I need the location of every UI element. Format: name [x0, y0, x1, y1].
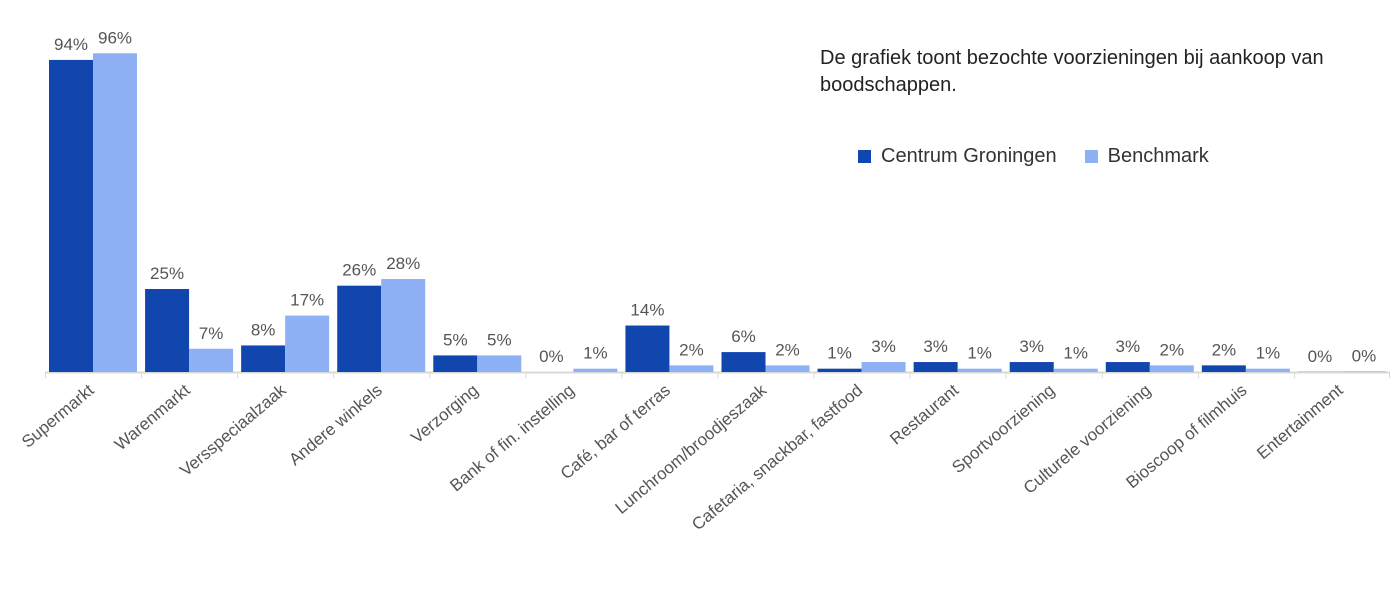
bar-centrum [721, 352, 766, 372]
data-label-benchmark: 3% [871, 337, 896, 356]
bar-benchmark [93, 53, 137, 372]
data-label-centrum: 3% [1115, 337, 1140, 356]
x-tick-label: Warenmarkt [111, 380, 194, 454]
bar-benchmark [861, 362, 906, 372]
data-label-benchmark: 1% [967, 344, 992, 363]
bar-benchmark [381, 279, 426, 372]
data-label-centrum: 25% [150, 264, 184, 283]
data-label-centrum: 26% [342, 261, 376, 280]
data-label-centrum: 94% [54, 35, 88, 54]
bar-benchmark [1245, 368, 1290, 372]
data-label-benchmark: 2% [679, 340, 704, 359]
bar-benchmark [573, 368, 618, 372]
data-label-benchmark: 17% [290, 291, 324, 310]
x-tick-label: Lunchroom/broodjeszaak [612, 380, 771, 518]
bar-benchmark [1053, 368, 1098, 372]
data-label-benchmark: 1% [1063, 344, 1088, 363]
data-label-benchmark: 96% [98, 28, 132, 47]
bar-benchmark [189, 348, 234, 372]
x-tick-label: Andere winkels [285, 381, 386, 470]
chart-annotation: De grafiek toont bezochte voorzieningen … [820, 47, 1324, 96]
bar-centrum [817, 368, 862, 372]
bar-benchmark [957, 368, 1002, 372]
data-label-benchmark: 7% [199, 324, 224, 343]
data-label-centrum: 0% [539, 347, 564, 366]
x-tick-label: Cafetaria, snackbar, fastfood [688, 381, 866, 535]
data-label-benchmark: 2% [775, 340, 800, 359]
x-tick-label: Supermarkt [18, 380, 98, 451]
bar-centrum [433, 355, 478, 372]
x-tick-label: Sportvoorziening [948, 381, 1058, 478]
legend-label-benchmark: Benchmark [1107, 145, 1209, 167]
data-label-centrum: 8% [251, 320, 276, 339]
x-tick-label: Restaurant [886, 380, 962, 448]
bar-centrum [1009, 362, 1054, 372]
bar-centrum [337, 285, 382, 372]
x-tick-label: Verzorging [407, 381, 481, 448]
legend-item-centrum[interactable]: Centrum Groningen [858, 145, 1057, 168]
data-label-centrum: 5% [443, 330, 468, 349]
bar-benchmark [285, 315, 330, 372]
x-tick-label: Entertainment [1253, 380, 1346, 463]
bar-centrum [145, 289, 190, 372]
data-label-benchmark: 2% [1159, 340, 1184, 359]
bar-benchmark [765, 365, 810, 372]
bar-benchmark [477, 355, 522, 372]
data-label-benchmark: 5% [487, 330, 512, 349]
bar-centrum [913, 362, 958, 372]
data-label-benchmark: 28% [386, 254, 420, 273]
bar-centrum [49, 59, 93, 373]
bar-benchmark [1149, 365, 1194, 372]
data-label-centrum: 6% [731, 327, 756, 346]
bar-centrum [241, 345, 286, 372]
data-label-benchmark: 1% [583, 344, 608, 363]
data-label-centrum: 0% [1308, 347, 1333, 366]
legend: Centrum Groningen Benchmark [858, 145, 1209, 168]
bar-benchmark [1341, 371, 1386, 372]
bar-centrum [1201, 365, 1246, 372]
data-label-benchmark: 1% [1256, 344, 1281, 363]
data-label-centrum: 3% [1019, 337, 1044, 356]
legend-swatch-centrum [858, 150, 871, 163]
bar-centrum [1105, 362, 1150, 372]
legend-swatch-benchmark [1084, 150, 1098, 163]
data-label-centrum: 3% [923, 337, 948, 356]
data-label-benchmark: 0% [1352, 346, 1377, 365]
bar-benchmark [669, 365, 714, 372]
legend-item-benchmark[interactable]: Benchmark [1084, 145, 1209, 168]
legend-label-centrum: Centrum Groningen [881, 145, 1057, 167]
data-label-centrum: 14% [630, 301, 664, 320]
data-label-centrum: 1% [827, 344, 852, 363]
bar-centrum [625, 325, 670, 372]
data-label-centrum: 2% [1212, 340, 1237, 359]
